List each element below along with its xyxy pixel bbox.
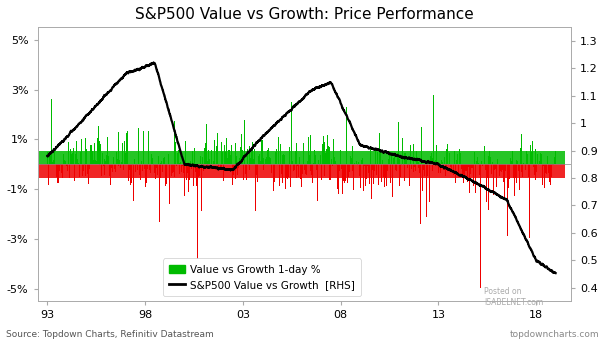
Title: S&P500 Value vs Growth: Price Performance: S&P500 Value vs Growth: Price Performanc… <box>135 7 474 22</box>
Text: topdowncharts.com: topdowncharts.com <box>509 330 599 339</box>
Text: Posted on
ISABELNET.com: Posted on ISABELNET.com <box>484 287 543 307</box>
Text: Source: Topdown Charts, Refinitiv Datastream: Source: Topdown Charts, Refinitiv Datast… <box>6 330 214 339</box>
Legend: Value vs Growth 1-day %, S&P500 Value vs Growth  [RHS]: Value vs Growth 1-day %, S&P500 Value vs… <box>163 258 361 296</box>
